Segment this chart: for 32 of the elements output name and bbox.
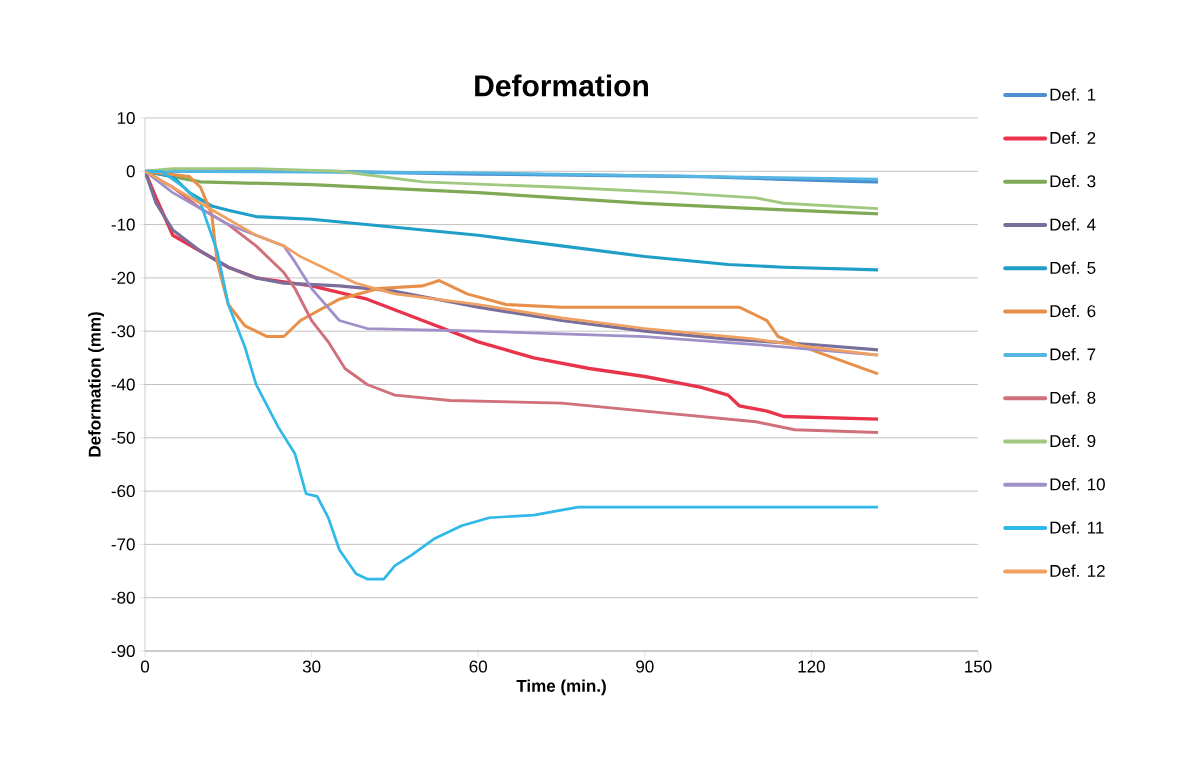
x-axis-title: Time (min.)	[516, 679, 606, 696]
y-tick-label: -20	[111, 271, 135, 284]
y-tick-label: -10	[111, 218, 135, 231]
legend-label: Def. 7	[1050, 348, 1096, 361]
x-tick-label: 90	[636, 660, 654, 673]
legend-label: Def. 8	[1050, 391, 1096, 404]
legend-label: Def. 5	[1050, 261, 1096, 274]
y-tick-label: -90	[111, 644, 135, 658]
legend-label: Def. 3	[1050, 174, 1096, 188]
legend-label: Def. 12	[1050, 564, 1105, 577]
legend-label: Def. 4	[1050, 218, 1096, 231]
legend-label: Def. 10	[1050, 477, 1105, 491]
legend-label: Def. 6	[1050, 304, 1096, 318]
y-axis-title: Deformation (mm)	[88, 312, 105, 457]
y-tick-label: -80	[111, 591, 135, 604]
y-tick-label: -40	[111, 378, 135, 391]
legend-label: Def. 11	[1050, 521, 1104, 534]
x-tick-label: 0	[140, 660, 150, 673]
y-tick-label: -60	[111, 485, 135, 498]
x-tick-label: 120	[798, 660, 825, 673]
y-tick-label: -50	[111, 431, 135, 444]
legend-label: Def. 9	[1050, 434, 1096, 448]
legend-label: Def. 2	[1050, 131, 1096, 144]
y-tick-label: -30	[111, 325, 135, 338]
y-tick-label: 0	[126, 165, 135, 178]
chart-title: Deformation	[475, 74, 648, 97]
x-tick-label: 30	[302, 660, 321, 673]
x-tick-label: 60	[469, 660, 487, 673]
x-tick-label: 150	[965, 660, 992, 673]
y-tick-label: -70	[111, 538, 135, 551]
y-tick-label: 10	[117, 111, 135, 125]
legend-label: Def. 1	[1050, 88, 1096, 101]
